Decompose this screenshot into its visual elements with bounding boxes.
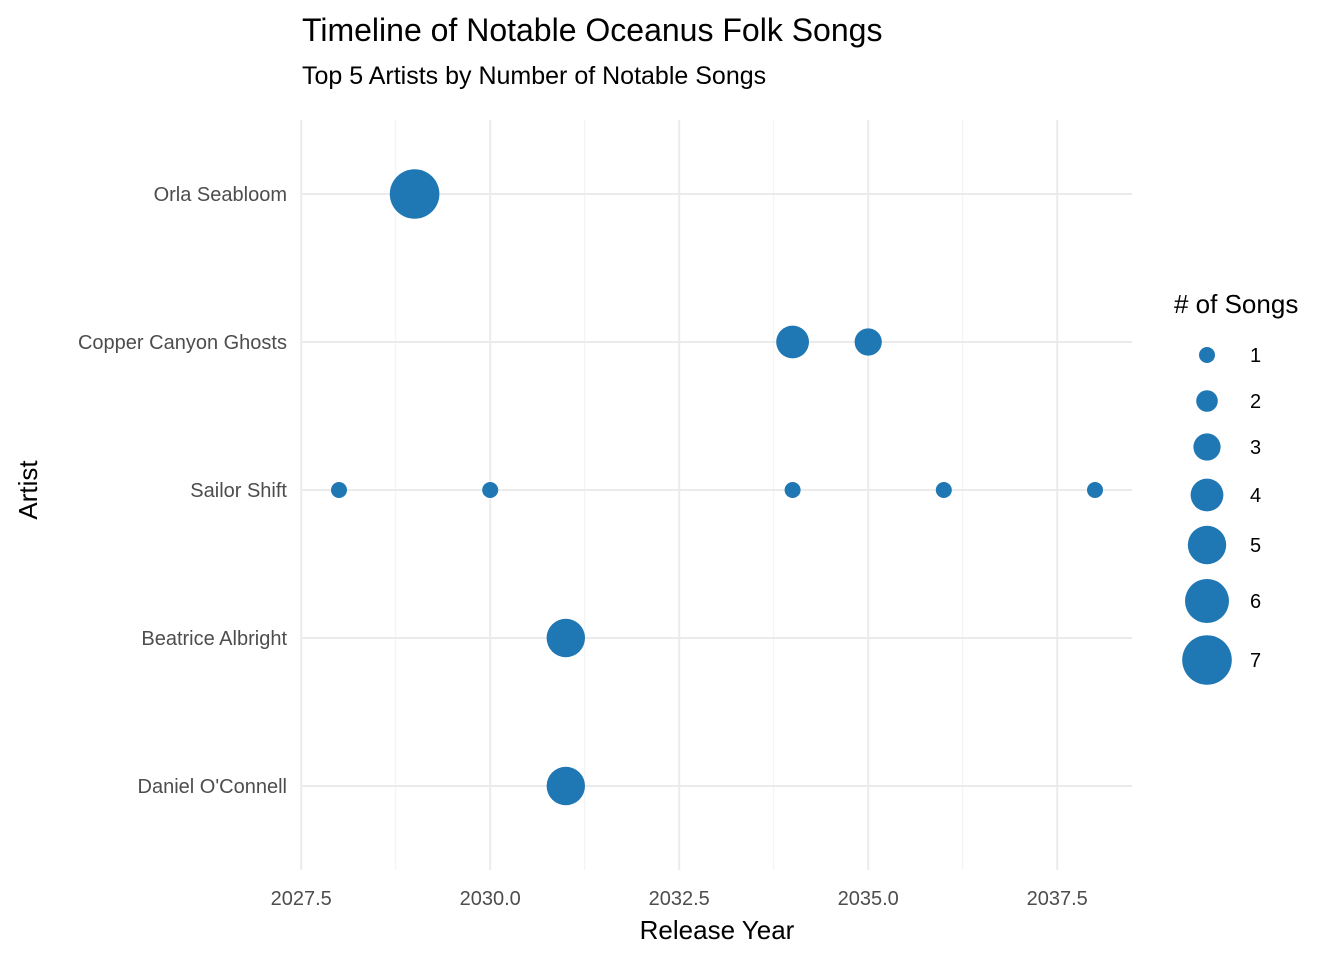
legend-key: [1182, 635, 1232, 685]
legend-key: [1187, 525, 1227, 565]
plot-grid: [300, 120, 1132, 870]
legend-label: 1: [1250, 345, 1261, 367]
chart-subtitle: Top 5 Artists by Number of Notable Songs: [302, 62, 766, 90]
data-point: [776, 325, 809, 359]
legend-label: 4: [1250, 485, 1261, 507]
legend-label: 3: [1250, 437, 1261, 459]
legend-key: [1193, 433, 1221, 461]
y-tick-label: Daniel O'Connell: [138, 776, 287, 798]
y-axis-title: Artist: [13, 460, 43, 520]
x-tick-label: 2032.5: [649, 888, 710, 910]
data-point: [482, 482, 499, 498]
data-points: [331, 169, 1103, 806]
x-tick-label: 2035.0: [838, 888, 899, 910]
data-point: [935, 482, 952, 498]
x-tick-label: 2037.5: [1027, 888, 1088, 910]
chart-title: Timeline of Notable Oceanus Folk Songs: [302, 12, 882, 48]
y-tick-label: Sailor Shift: [190, 480, 287, 502]
x-tick-label: 2027.5: [271, 888, 332, 910]
legend-label: 7: [1250, 650, 1261, 672]
legend-key: [1190, 478, 1224, 512]
data-point: [546, 766, 585, 806]
data-point: [389, 169, 440, 219]
legend-key: [1196, 390, 1218, 412]
x-axis-title: Release Year: [640, 915, 795, 945]
legend-title: # of Songs: [1174, 289, 1298, 319]
size-legend: # of Songs 1 2 3 4 5 6 7: [1174, 289, 1298, 685]
y-tick-label: Beatrice Albright: [141, 628, 287, 650]
data-point: [546, 618, 585, 658]
legend-key: [1185, 579, 1229, 623]
data-point: [784, 482, 801, 498]
y-axis-ticks: Orla Seabloom Copper Canyon Ghosts Sailor …: [78, 184, 287, 798]
legend-label: 2: [1250, 391, 1261, 413]
y-tick-label: Copper Canyon Ghosts: [78, 332, 287, 354]
legend-key: [1199, 347, 1215, 363]
data-point: [854, 328, 882, 356]
legend-label: 6: [1250, 591, 1261, 613]
x-axis-ticks: 2027.5 2030.0 2032.5 2035.0 2037.5: [271, 888, 1088, 910]
y-tick-label: Orla Seabloom: [154, 184, 287, 206]
data-point: [1087, 482, 1103, 498]
data-point: [331, 482, 347, 498]
legend-label: 5: [1250, 535, 1261, 557]
x-tick-label: 2030.0: [460, 888, 521, 910]
